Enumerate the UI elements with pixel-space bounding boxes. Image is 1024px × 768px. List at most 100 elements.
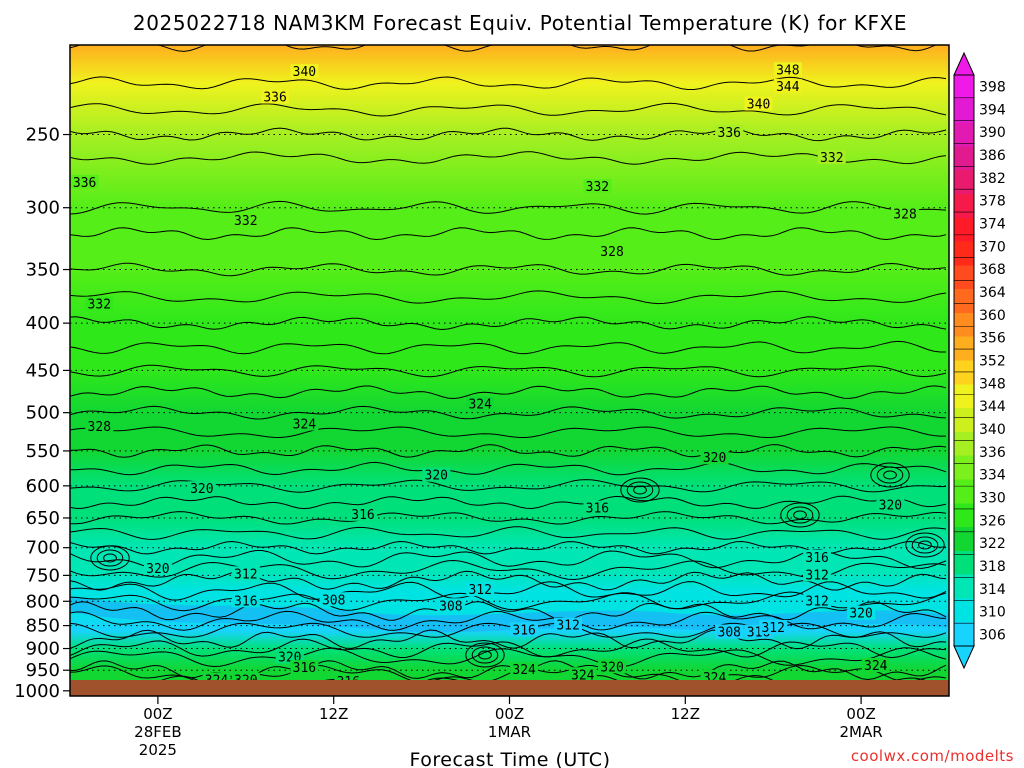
contour-label-bg bbox=[349, 506, 377, 521]
contour-label: 336 bbox=[718, 126, 741, 141]
y-tick-label: 300 bbox=[26, 198, 60, 219]
contour-label: 332 bbox=[88, 298, 111, 313]
y-tick-label: 250 bbox=[26, 125, 60, 146]
colorbar-tick-label: 368 bbox=[979, 262, 1006, 278]
colorbar-tick-label: 386 bbox=[979, 148, 1006, 164]
colorbar-tick-label: 390 bbox=[979, 125, 1006, 141]
contour-line bbox=[70, 511, 947, 525]
contour-label: 324 bbox=[571, 668, 595, 683]
contour-label-bg bbox=[861, 657, 890, 672]
y-tick-label: 900 bbox=[26, 639, 60, 660]
contour-label-bg bbox=[583, 179, 612, 194]
contour-label-bg bbox=[598, 659, 627, 674]
contour-label: 336 bbox=[73, 176, 96, 191]
contour-line bbox=[70, 316, 947, 331]
x-tick-label: 28FEB bbox=[134, 723, 181, 741]
contour-label-bg bbox=[510, 622, 539, 637]
contour-label: 332 bbox=[234, 214, 257, 229]
contour-line bbox=[70, 364, 947, 378]
contour-line bbox=[70, 559, 947, 581]
colorbar-tick-label: 336 bbox=[979, 445, 1006, 461]
contour-label: 316 bbox=[234, 594, 257, 609]
contour-cell bbox=[478, 650, 492, 660]
contour-label: 324 bbox=[512, 663, 536, 678]
colorbar-tick-label: 364 bbox=[979, 285, 1006, 301]
contour-label: 328 bbox=[88, 420, 111, 435]
contour-label-bg bbox=[231, 212, 260, 227]
pressure-gridlines bbox=[70, 134, 949, 692]
colorbar-tick-label: 394 bbox=[979, 102, 1006, 118]
contour-label: 328 bbox=[600, 245, 623, 260]
contour-label: 320 bbox=[425, 469, 448, 484]
colorbar-tick-label: 334 bbox=[979, 468, 1006, 484]
contour-label-bg bbox=[466, 582, 495, 597]
contour-cell bbox=[90, 545, 130, 571]
contour-label: 320 bbox=[703, 451, 726, 466]
colorbar-tick-label: 356 bbox=[979, 331, 1006, 347]
contour-cell bbox=[918, 540, 932, 550]
chart-title: 2025022718 NAM3KM Forecast Equiv. Potent… bbox=[133, 11, 907, 35]
contour-label-bg bbox=[583, 500, 612, 515]
colorbar-tick-label: 360 bbox=[979, 308, 1006, 324]
contour-line bbox=[70, 461, 947, 476]
contour-cell bbox=[633, 485, 647, 495]
colorbar-ticks: 306 310 314 318 322 326 330 334 336 340 344 348 352 3… bbox=[954, 74, 1006, 644]
contour-label: 320 bbox=[146, 562, 169, 577]
y-tick-label: 450 bbox=[26, 360, 60, 381]
contour-label-bg bbox=[876, 497, 905, 512]
contour-label: 320 bbox=[849, 607, 872, 622]
y-tick-label: 650 bbox=[26, 508, 60, 529]
contour-line bbox=[70, 622, 947, 638]
contour-line bbox=[70, 526, 947, 540]
colorbar-tick-label: 344 bbox=[979, 399, 1006, 415]
contour-label-bg bbox=[510, 662, 539, 677]
contour-label-bg bbox=[85, 418, 114, 433]
colorbar-tick-label: 340 bbox=[979, 422, 1006, 438]
x-tick-label: 00Z bbox=[846, 705, 875, 723]
contour-label: 312 bbox=[805, 594, 828, 609]
contour-line bbox=[70, 638, 947, 659]
colorbar-tick-label: 352 bbox=[979, 354, 1006, 370]
y-tick-label: 1000 bbox=[14, 681, 60, 702]
colorbar-tick-label: 310 bbox=[979, 605, 1006, 621]
contour-line bbox=[70, 540, 947, 555]
contour-label-bg bbox=[436, 598, 465, 613]
contour-label: 308 bbox=[439, 599, 462, 614]
contour-label-bg bbox=[568, 667, 597, 682]
ground-below-surface bbox=[70, 680, 949, 696]
contour-label: 316 bbox=[586, 502, 609, 517]
x-tick-label: 1MAR bbox=[488, 723, 531, 741]
y-tick-label: 400 bbox=[26, 313, 60, 334]
contour-label-bg bbox=[466, 396, 495, 411]
contour-cell bbox=[905, 532, 945, 558]
contour-cell bbox=[471, 646, 499, 664]
contour-label-bg bbox=[715, 124, 744, 139]
contour-cell bbox=[96, 549, 124, 567]
contour-label-bg bbox=[187, 481, 216, 496]
colorbar-tick-label: 378 bbox=[979, 194, 1006, 210]
contour-line bbox=[70, 647, 947, 668]
contour-label-bg bbox=[700, 450, 729, 465]
contour-label-bg bbox=[744, 96, 773, 111]
y-tick-label: 850 bbox=[26, 616, 60, 637]
contour-label-bg bbox=[275, 649, 304, 664]
x-tick-label: 2025 bbox=[139, 741, 177, 759]
contour-label-bg bbox=[773, 62, 802, 77]
contour-label-bg bbox=[143, 560, 172, 575]
contour-label-bg bbox=[231, 593, 260, 608]
contour-label: 324 bbox=[468, 398, 492, 413]
contour-label: 316 bbox=[512, 623, 535, 638]
credit-text: coolwx.com/modelts bbox=[851, 747, 1014, 765]
contour-label: 324 bbox=[864, 659, 888, 674]
contour-cell bbox=[786, 506, 814, 524]
contour-label: 312 bbox=[761, 621, 784, 636]
contour-label-bg bbox=[290, 64, 319, 79]
y-tick-label: 800 bbox=[26, 591, 60, 612]
contour-line bbox=[70, 479, 947, 493]
x-tick-label: 2MAR bbox=[840, 723, 883, 741]
contour-line bbox=[70, 227, 947, 241]
contour-label: 312 bbox=[468, 583, 491, 598]
colorbar-tick-label: 322 bbox=[979, 536, 1006, 552]
contour-label-bg bbox=[803, 567, 832, 582]
contour-label-bg bbox=[773, 78, 802, 93]
